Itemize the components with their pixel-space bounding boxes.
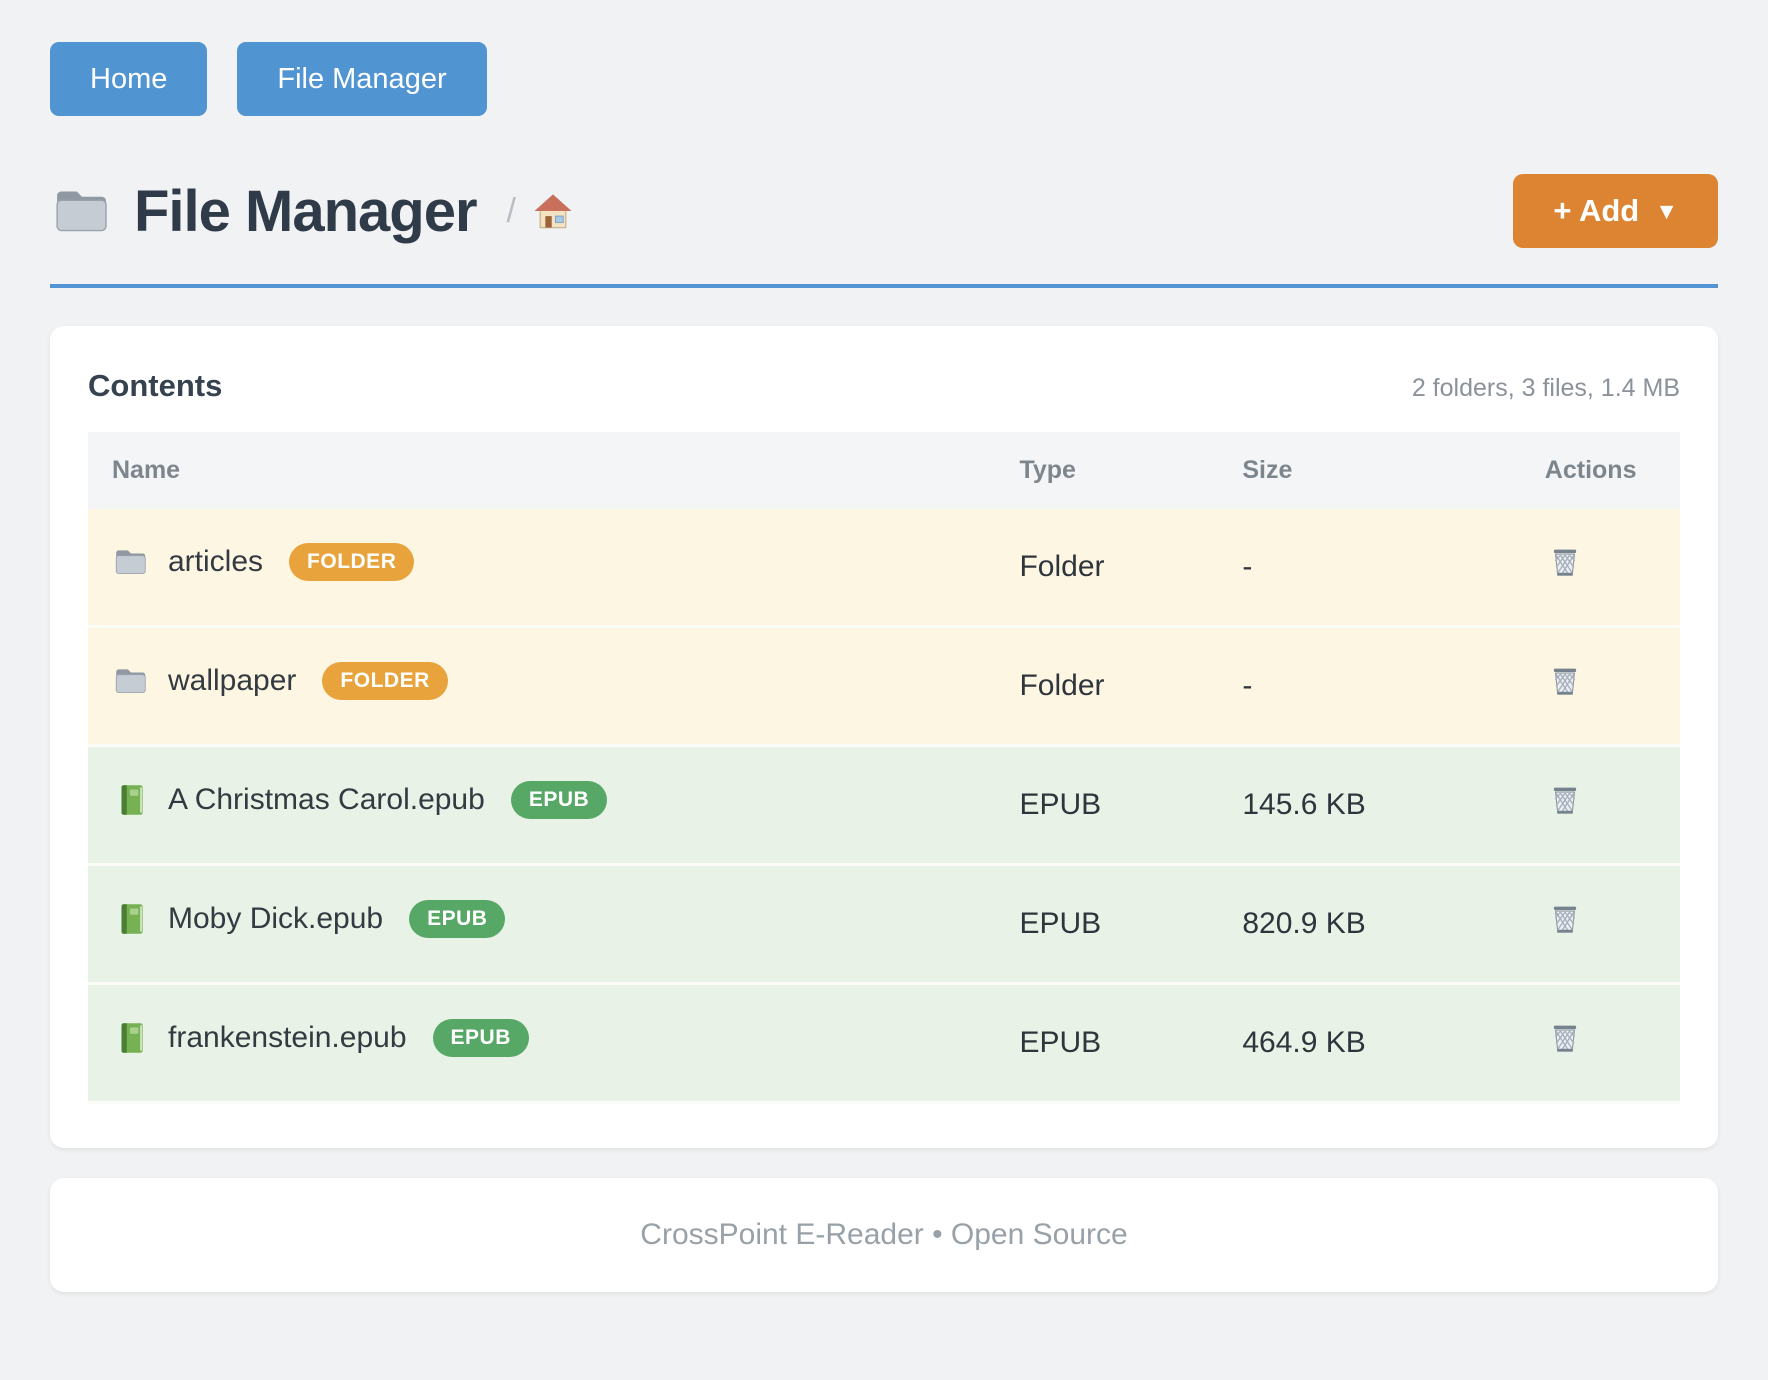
table-row[interactable]: wallpaper FOLDER Folder - (88, 626, 1680, 746)
chevron-down-icon: ▼ (1655, 197, 1678, 224)
page-title: File Manager (134, 178, 478, 244)
entry-type: Folder (1019, 550, 1105, 583)
entry-type-badge: EPUB (510, 781, 608, 819)
page-header: File Manager / + Add ▼ (50, 174, 1718, 248)
delete-button[interactable] (1545, 662, 1585, 702)
table-body: articles FOLDER Folder - (88, 509, 1680, 1103)
column-header-size: Size (1218, 432, 1521, 509)
entry-type-badge: FOLDER (322, 662, 448, 700)
breadcrumb: / (507, 188, 576, 234)
contents-card: Contents 2 folders, 3 files, 1.4 MB Name… (50, 326, 1718, 1148)
book-icon (121, 904, 143, 934)
entry-name: articles (168, 545, 264, 578)
trash-icon (1553, 1025, 1576, 1052)
delete-button[interactable] (1545, 900, 1585, 940)
entry-type: EPUB (1019, 788, 1102, 821)
add-button-label: + Add (1553, 193, 1640, 228)
contents-card-header: Contents 2 folders, 3 files, 1.4 MB (88, 368, 1680, 404)
entry-type: Folder (1019, 669, 1105, 702)
trash-icon (1553, 787, 1576, 814)
entry-type-badge: EPUB (409, 900, 506, 938)
table-row[interactable]: articles FOLDER Folder - (88, 509, 1680, 627)
folder-icon (56, 191, 107, 232)
entry-size: 820.9 KB (1242, 907, 1366, 940)
title-divider (50, 284, 1718, 288)
trash-icon (1553, 906, 1576, 933)
table-row[interactable]: A Christmas Carol.epub EPUB EPUB 145.6 K… (88, 745, 1680, 865)
column-header-name: Name (88, 432, 996, 509)
contents-table: Name Type Size Actions articles FOLDER F… (88, 432, 1680, 1104)
footer-card: CrossPoint E-Reader • Open Source (50, 1178, 1718, 1292)
book-icon (121, 785, 143, 815)
entry-name: A Christmas Carol.epub (168, 783, 485, 816)
book-icon (121, 1023, 143, 1053)
entry-name: Moby Dick.epub (168, 902, 384, 935)
entry-size: - (1242, 550, 1253, 583)
table-row[interactable]: frankenstein.epub EPUB EPUB 464.9 KB (88, 983, 1680, 1103)
entry-size: - (1242, 669, 1253, 702)
footer-text: CrossPoint E-Reader • Open Source (640, 1218, 1128, 1251)
table-header-row: Name Type Size Actions (88, 432, 1680, 509)
add-button[interactable]: + Add ▼ (1513, 174, 1718, 248)
breadcrumb-separator: / (506, 191, 516, 230)
entry-type-badge: FOLDER (289, 543, 415, 581)
trash-icon (1553, 549, 1576, 576)
home-button[interactable]: Home (50, 42, 208, 116)
top-nav: Home File Manager (50, 42, 1718, 116)
contents-summary: 2 folders, 3 files, 1.4 MB (1411, 374, 1680, 402)
entry-type-badge: EPUB (432, 1019, 529, 1057)
file-manager-button[interactable]: File Manager (237, 42, 487, 116)
table-row[interactable]: Moby Dick.epub EPUB EPUB 820.9 KB (88, 864, 1680, 984)
entry-name: frankenstein.epub (168, 1021, 407, 1054)
folder-icon (115, 669, 146, 694)
entry-type: EPUB (1019, 1026, 1102, 1059)
entry-type: EPUB (1019, 907, 1102, 940)
home-icon[interactable] (530, 188, 576, 234)
delete-button[interactable] (1545, 543, 1585, 583)
folder-icon (115, 550, 146, 575)
delete-button[interactable] (1545, 781, 1585, 821)
column-header-actions: Actions (1520, 432, 1680, 509)
entry-name: wallpaper (168, 664, 297, 697)
contents-heading: Contents (88, 368, 223, 403)
entry-size: 145.6 KB (1242, 788, 1366, 821)
column-header-type: Type (995, 432, 1219, 509)
entry-size: 464.9 KB (1242, 1026, 1366, 1059)
trash-icon (1553, 668, 1576, 695)
delete-button[interactable] (1545, 1019, 1585, 1059)
page: Home File Manager File Manager / + Add ▼… (50, 42, 1718, 1292)
